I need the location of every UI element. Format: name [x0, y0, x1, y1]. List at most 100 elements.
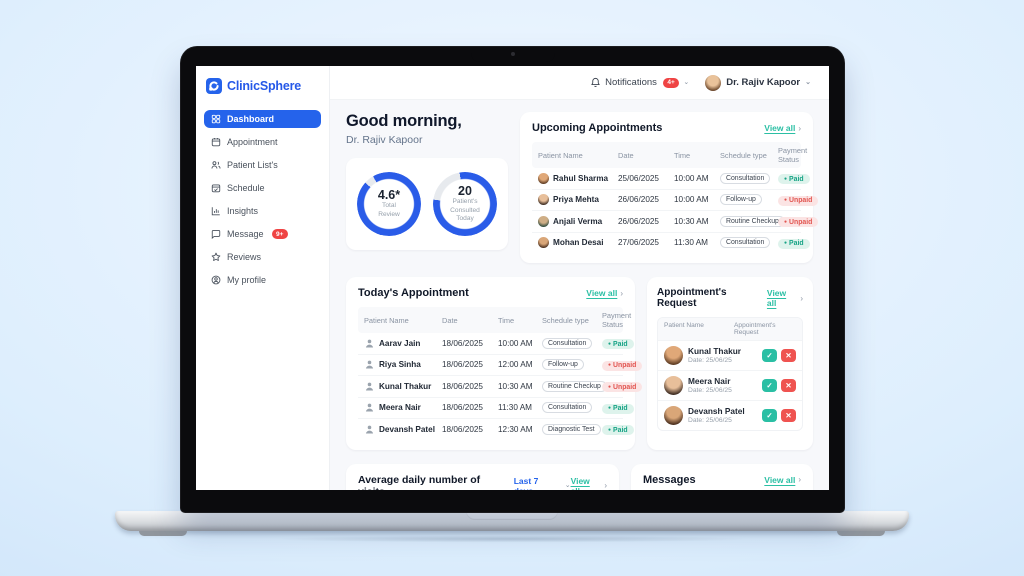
- notifications-button[interactable]: Notifications 4+ ⌄: [590, 77, 689, 88]
- approve-request-button[interactable]: ✓: [762, 349, 777, 362]
- person-icon: [365, 360, 374, 369]
- payment-status-badge: ● Paid: [778, 238, 810, 249]
- laptop-foot: [837, 531, 885, 536]
- bell-icon: [591, 77, 600, 87]
- sidebar-item-label: Appointment: [227, 137, 278, 147]
- today-view-all-link[interactable]: View all ›: [586, 288, 623, 298]
- sidebar-item-label: Schedule: [227, 183, 265, 193]
- patient-avatar: [538, 172, 549, 184]
- sidebar: ClinicSphere Dashboard Appointment: [196, 66, 330, 490]
- laptop-base: [115, 511, 909, 531]
- schedule-type-pill: Consultation: [720, 172, 771, 184]
- notifications-label: Notifications: [605, 77, 657, 88]
- sidebar-item-label: Message: [227, 229, 264, 239]
- patient-avatar: [664, 406, 683, 425]
- table-header: Patient Name Appointment's Request: [658, 318, 802, 340]
- messages-title: Messages: [643, 473, 696, 486]
- table-row: Anjali Verma 26/06/2025 10:30 AM Routine …: [532, 211, 819, 233]
- appointment-request-title: Appointment's Request: [657, 287, 727, 309]
- sidebar-item-dashboard[interactable]: Dashboard: [204, 110, 321, 128]
- average-visits-title: Average daily number of visits: [358, 473, 481, 491]
- sidebar-item-message[interactable]: Message 9+: [204, 225, 321, 243]
- payment-status-badge: ● Paid: [602, 403, 634, 414]
- patients-consulted-value: 20: [458, 184, 472, 199]
- patient-avatar: [538, 215, 549, 227]
- patient-avatar: [538, 237, 549, 249]
- patients-consulted-ring: 20 Patient's Consulted Today: [433, 172, 497, 236]
- visits-filter-dropdown[interactable]: Last 7 days: [513, 475, 539, 491]
- person-icon: [365, 382, 374, 391]
- messages-view-all-link[interactable]: View all ›: [764, 474, 801, 485]
- reject-request-button[interactable]: ✕: [781, 409, 796, 422]
- sidebar-item-patient-lists[interactable]: Patient List's: [204, 156, 321, 174]
- total-review-label: Total Review: [378, 202, 400, 218]
- chevron-right-icon: ›: [620, 288, 623, 298]
- payment-status-badge: ● Unpaid: [778, 217, 819, 227]
- todays-appointment-table: Patient Name Date Time Schedule type Payment…: [358, 307, 643, 440]
- schedule-type-pill: Consultation: [542, 337, 593, 349]
- table-row: Riya Sinha 18/06/2025 12:00 AM Follow-up …: [358, 355, 643, 376]
- table-header: Patient Name Date Time Schedule type Payment…: [532, 142, 807, 168]
- patient-avatar: [664, 376, 683, 395]
- appointment-request-card: Appointment's Request View all › Patient…: [647, 277, 813, 450]
- dashboard-content: Good morning, Dr. Rajiv Kapoor 4.6* T: [330, 100, 829, 490]
- patients-icon: [211, 161, 221, 169]
- reviews-icon: [211, 252, 221, 261]
- chevron-right-icon: ›: [800, 293, 803, 303]
- app-window: ClinicSphere Dashboard Appointment: [196, 66, 829, 490]
- brand-logo: ClinicSphere: [204, 76, 321, 106]
- insights-icon: [211, 207, 220, 216]
- brand-name: ClinicSphere: [227, 79, 302, 93]
- average-visits-card: Average daily number of visits Last 7 da…: [346, 463, 619, 491]
- messages-card: Messages View all ›: [631, 463, 813, 490]
- sidebar-item-schedule[interactable]: Schedule: [204, 179, 321, 197]
- schedule-type-pill: Consultation: [542, 402, 593, 414]
- main-area: Notifications 4+ ⌄ Dr. Rajiv Kapoor ⌄: [330, 66, 829, 490]
- schedule-type-pill: Follow-up: [720, 194, 762, 206]
- sidebar-item-my-profile[interactable]: My profile: [204, 271, 321, 289]
- schedule-type-pill: Consultation: [720, 237, 771, 249]
- sidebar-item-label: Reviews: [227, 252, 262, 262]
- schedule-type-pill: Routine Checkup: [720, 215, 785, 227]
- profile-name: Dr. Rajiv Kapoor: [726, 77, 801, 88]
- appointment-icon: [211, 137, 221, 147]
- dashboard-icon: [211, 114, 221, 124]
- sidebar-item-insights[interactable]: Insights: [204, 202, 321, 220]
- sidebar-item-reviews[interactable]: Reviews: [204, 248, 321, 266]
- request-row: Kunal Thakur Date: 25/06/25 ✓ ✕: [658, 340, 802, 370]
- payment-status-badge: ● Unpaid: [602, 382, 643, 392]
- chevron-down-icon: ⌄: [805, 78, 811, 86]
- visits-view-all-link[interactable]: View all ›: [570, 475, 607, 491]
- clinicsphere-logo-icon: [206, 78, 222, 94]
- webcam-dot: [510, 52, 515, 56]
- notifications-badge: 4+: [662, 77, 680, 88]
- todays-appointment-title: Today's Appointment: [358, 287, 469, 299]
- laptop-lid-scoop: [466, 511, 558, 520]
- profile-menu-button[interactable]: Dr. Rajiv Kapoor ⌄: [705, 74, 811, 91]
- person-icon: [365, 425, 374, 434]
- laptop-shadow: [170, 534, 854, 544]
- upcoming-view-all-link[interactable]: View all ›: [764, 123, 801, 133]
- table-row: Meera Nair 18/06/2025 11:30 AM Consultati…: [358, 398, 634, 419]
- chevron-right-icon: ›: [604, 481, 607, 490]
- reject-request-button[interactable]: ✕: [781, 379, 796, 392]
- approve-request-button[interactable]: ✓: [762, 379, 777, 392]
- schedule-type-pill: Follow-up: [542, 359, 584, 371]
- schedule-type-pill: Routine Checkup: [542, 380, 607, 392]
- appointment-request-table: Patient Name Appointment's Request Kunal …: [657, 317, 803, 431]
- ring-progress-arc: [433, 172, 497, 236]
- greeting-doctor-name: Dr. Rajiv Kapoor: [346, 134, 423, 146]
- requests-view-all-link[interactable]: View all ›: [766, 288, 803, 308]
- upcoming-appointments-title: Upcoming Appointments: [532, 122, 663, 134]
- table-row: Aarav Jain 18/06/2025 10:00 AM Consultati…: [358, 333, 634, 355]
- reject-request-button[interactable]: ✕: [781, 349, 796, 362]
- chevron-down-icon: ⌄: [683, 78, 690, 86]
- payment-status-badge: ● Paid: [602, 425, 634, 435]
- profile-avatar: [705, 74, 722, 91]
- approve-request-button[interactable]: ✓: [762, 409, 777, 422]
- sidebar-nav: Dashboard Appointment Patient List's: [204, 110, 321, 289]
- greeting-title: Good morning,: [346, 112, 462, 130]
- sidebar-item-appointment[interactable]: Appointment: [204, 133, 321, 151]
- request-row: Meera Nair Date: 25/06/25 ✓ ✕: [658, 370, 802, 400]
